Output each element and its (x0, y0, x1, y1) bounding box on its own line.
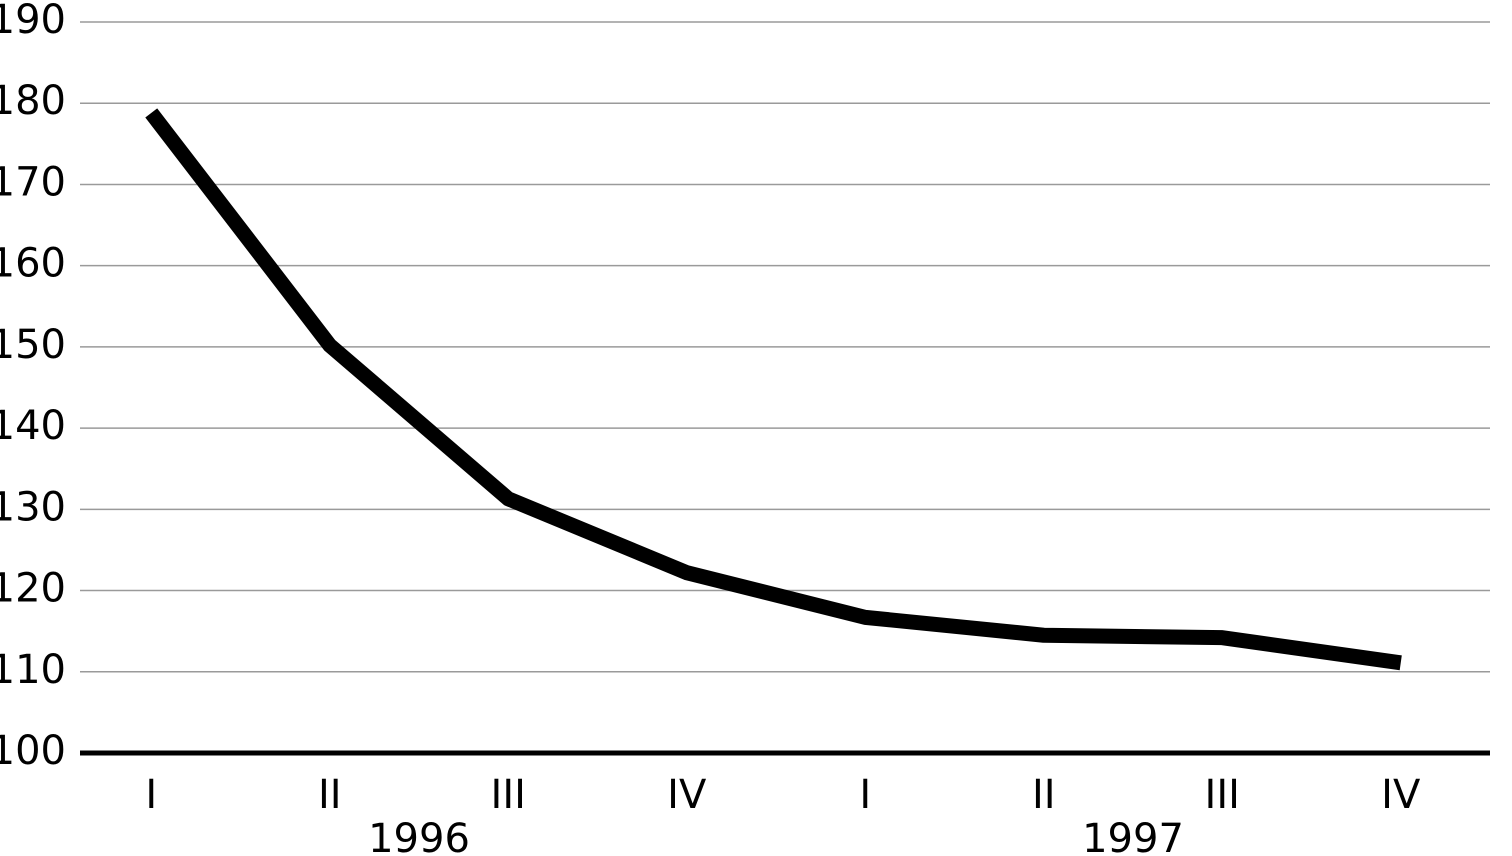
y-tick-label: 130 (0, 484, 66, 530)
line (145, 108, 1402, 671)
x-tick-label: I (145, 772, 157, 818)
x-tick-label: IV (1381, 772, 1421, 818)
x-group-label: 1997 (1082, 816, 1184, 856)
y-tick-label: 190 (0, 0, 66, 43)
y-tick-label: 180 (0, 78, 66, 124)
y-tick-label: 170 (0, 159, 66, 205)
x-tick-label: III (491, 772, 526, 818)
x-group-label: 1996 (368, 816, 470, 856)
x-tick-label: I (859, 772, 871, 818)
x-tick-label: IV (667, 772, 707, 818)
x-tick-label: II (1032, 772, 1056, 818)
x-tick-label: II (318, 772, 342, 818)
y-tick-label: 110 (0, 647, 66, 693)
y-tick-label: 160 (0, 241, 66, 287)
x-tick-label: III (1205, 772, 1240, 818)
y-tick-label: 150 (0, 322, 66, 368)
y-tick-label: 140 (0, 403, 66, 449)
y-tick-label: 100 (0, 728, 66, 774)
y-tick-label: 120 (0, 566, 66, 612)
